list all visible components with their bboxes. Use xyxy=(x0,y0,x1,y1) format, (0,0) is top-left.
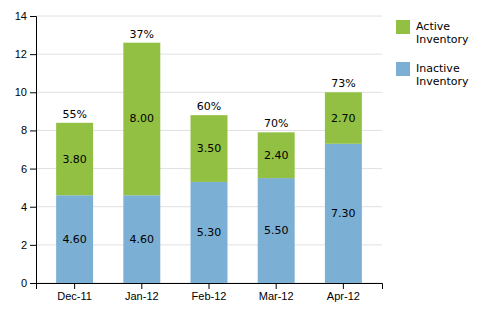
annotation: 37% xyxy=(130,28,154,41)
y-tick-label: 2 xyxy=(21,239,27,251)
y-tick-label: 10 xyxy=(15,86,27,98)
bar xyxy=(258,132,295,178)
y-tick-mark xyxy=(30,54,36,55)
y-tick: 0 xyxy=(21,277,36,289)
x-tick-label: Feb-12 xyxy=(192,290,227,302)
x-tick-label: Jan-12 xyxy=(125,290,159,302)
annotation: 73% xyxy=(331,77,355,90)
data-label: 2.70 xyxy=(331,112,356,125)
y-tick-mark xyxy=(30,169,36,170)
x-tick: Mar-12 xyxy=(259,283,294,302)
y-tick-label: 0 xyxy=(21,277,27,289)
legend-item: InactiveInventory xyxy=(396,62,469,88)
x-tick: Feb-12 xyxy=(192,283,227,302)
data-label: 3.80 xyxy=(62,153,87,166)
x-tick: Dec-11 xyxy=(57,283,92,302)
legend-item: ActiveInventory xyxy=(396,20,469,46)
y-tick: 8 xyxy=(21,124,36,136)
y-tick: 12 xyxy=(15,48,36,60)
bar xyxy=(325,92,362,143)
x-tick-mark xyxy=(141,283,142,289)
chart: 4.60 4.60 5.30 5.50 7.30 3.80 8.00 3.50 2.40 2.70… xyxy=(0,0,482,313)
x-tick-mark xyxy=(209,283,210,289)
annotation: 55% xyxy=(62,108,86,121)
y-axis-line xyxy=(30,17,37,284)
x-tick: Jan-12 xyxy=(125,283,159,302)
x-tick: Apr-12 xyxy=(327,283,360,302)
y-tick-mark xyxy=(30,245,36,246)
legend-label: ActiveInventory xyxy=(416,20,469,46)
x-tick-mark xyxy=(343,283,344,289)
y-tick: 6 xyxy=(21,163,36,175)
bar xyxy=(56,123,93,195)
y-tick-label: 12 xyxy=(15,48,27,60)
data-label: 4.60 xyxy=(62,233,87,246)
x-tick-label: Mar-12 xyxy=(259,290,294,302)
data-label: 8.00 xyxy=(130,112,155,125)
grid-line xyxy=(36,16,382,17)
x-axis-line xyxy=(37,284,383,290)
y-axis: 0 2 4 6 8 10 12 14 xyxy=(15,10,37,289)
legend-swatch xyxy=(396,20,410,34)
bar xyxy=(191,182,228,283)
y-tick-mark xyxy=(30,207,36,208)
annotation: 60% xyxy=(197,100,221,113)
data-label: 2.40 xyxy=(264,149,289,162)
y-tick-label: 8 xyxy=(21,124,27,136)
data-label: 5.30 xyxy=(197,226,222,239)
y-tick-mark xyxy=(30,130,36,131)
x-tick-mark xyxy=(74,283,75,289)
y-tick-label: 6 xyxy=(21,163,27,175)
legend-swatch xyxy=(396,62,410,76)
annotation: 70% xyxy=(264,117,288,130)
y-tick: 4 xyxy=(21,201,36,213)
grid xyxy=(36,16,382,283)
plot: 4.60 4.60 5.30 5.50 7.30 3.80 8.00 3.50 2.40 2.70… xyxy=(15,10,383,302)
data-label: 3.50 xyxy=(197,142,222,155)
bars xyxy=(56,43,362,283)
bar xyxy=(123,43,160,196)
data-labels: 4.60 4.60 5.30 5.50 7.30 3.80 8.00 3.50 2.40 2.70… xyxy=(62,28,355,246)
y-tick-mark xyxy=(30,16,36,17)
data-label: 5.50 xyxy=(264,224,289,237)
x-tick-label: Dec-11 xyxy=(57,290,92,302)
data-label: 4.60 xyxy=(130,233,155,246)
legend: ActiveInventory InactiveInventory xyxy=(396,20,469,88)
x-tick-label: Apr-12 xyxy=(327,290,360,302)
y-tick-label: 14 xyxy=(15,10,27,22)
y-tick-mark xyxy=(30,283,36,284)
x-tick-mark xyxy=(276,283,277,289)
legend-label: InactiveInventory xyxy=(416,62,469,88)
x-axis: Dec-11 Jan-12 Feb-12 Mar-12 Apr-12 xyxy=(37,283,383,302)
y-tick-mark xyxy=(30,92,36,93)
bar xyxy=(325,144,362,283)
bar xyxy=(56,195,93,283)
bar xyxy=(123,195,160,283)
y-tick: 2 xyxy=(21,239,36,251)
y-tick-label: 4 xyxy=(21,201,27,213)
y-tick: 14 xyxy=(15,10,36,22)
y-tick: 10 xyxy=(15,86,36,98)
grid-line xyxy=(36,54,382,55)
bar xyxy=(191,115,228,182)
data-label: 7.30 xyxy=(331,207,356,220)
bar xyxy=(258,178,295,283)
